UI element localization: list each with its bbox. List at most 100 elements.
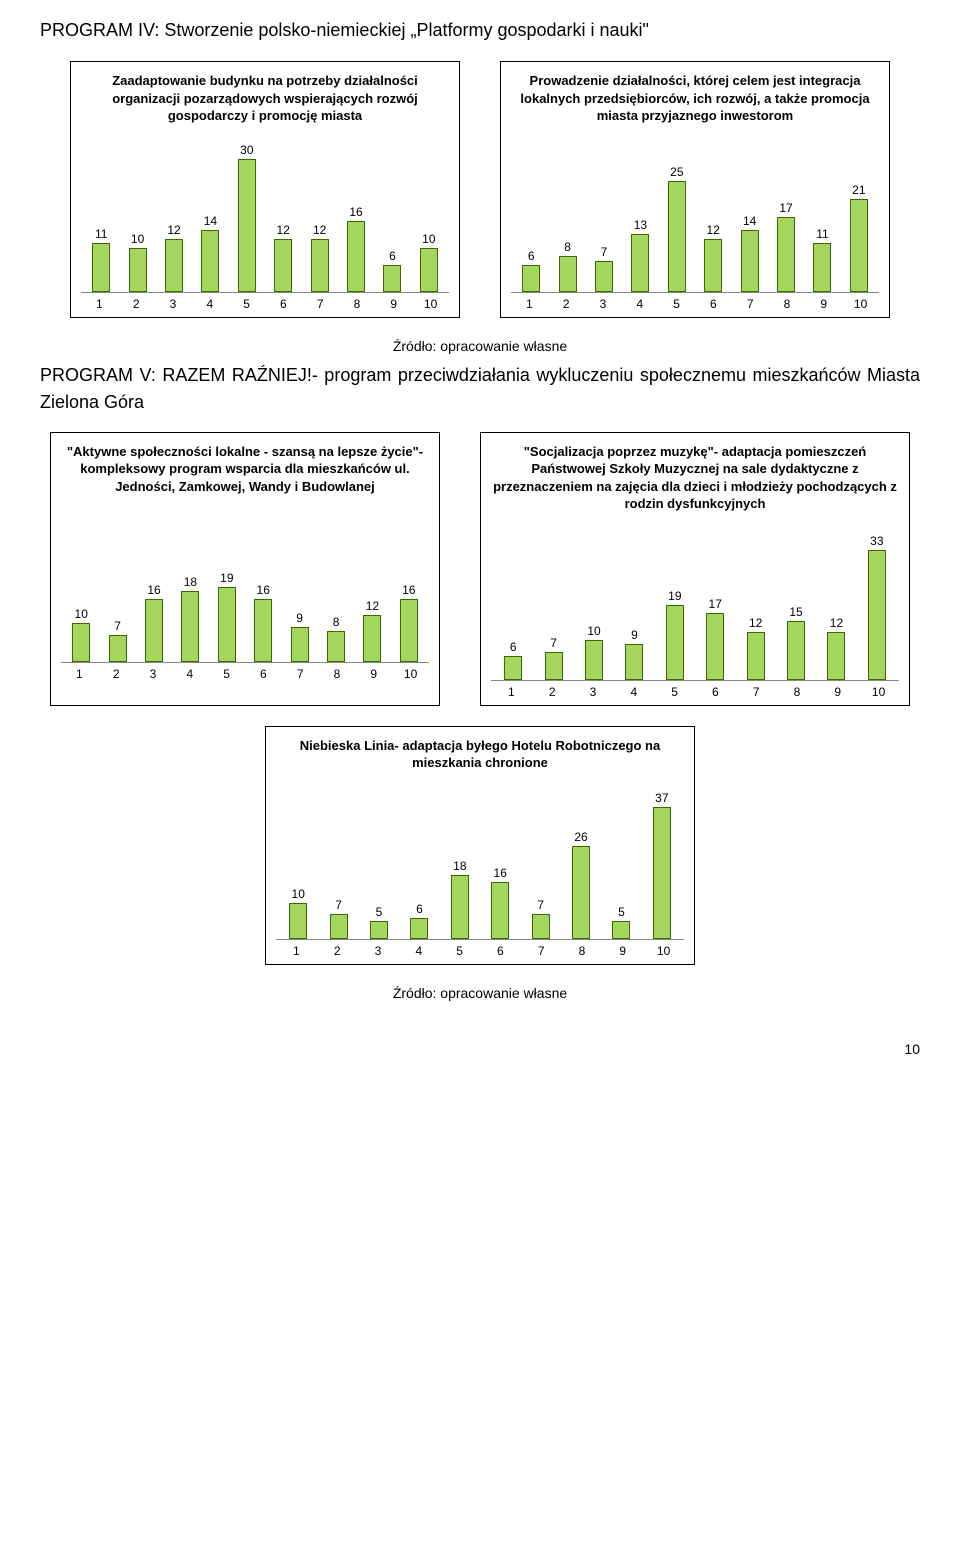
- bar-column: 14: [731, 214, 767, 292]
- bar-column: 5: [601, 905, 641, 939]
- bar: [777, 217, 795, 292]
- x-tick-label: 3: [135, 667, 172, 681]
- bar-value-label: 8: [564, 240, 571, 254]
- x-tick-label: 7: [302, 297, 339, 311]
- bar: [370, 921, 388, 939]
- bar: [868, 550, 886, 680]
- bar-column: 19: [209, 571, 245, 662]
- bar-column: 6: [513, 249, 549, 291]
- bar: [363, 615, 381, 662]
- page-title: PROGRAM IV: Stworzenie polsko-niemieckie…: [40, 20, 920, 41]
- bar-column: 12: [156, 223, 192, 292]
- bar: [274, 239, 292, 292]
- bar: [704, 239, 722, 292]
- bar: [129, 248, 147, 292]
- bar-column: 18: [440, 859, 480, 939]
- bar: [522, 265, 540, 291]
- bar-value-label: 19: [220, 571, 233, 585]
- bar: [653, 807, 671, 939]
- bar-column: 7: [318, 898, 358, 939]
- bar-column: 12: [354, 599, 390, 662]
- bar-value-label: 33: [870, 534, 883, 548]
- bar-column: 16: [136, 583, 172, 662]
- bar-column: 21: [841, 183, 877, 292]
- bar: [400, 599, 418, 662]
- bar-column: 16: [391, 583, 427, 662]
- bar-column: 16: [245, 583, 281, 662]
- x-tick-label: 2: [532, 685, 573, 699]
- bar-column: 11: [804, 227, 840, 292]
- x-tick-label: 3: [155, 297, 192, 311]
- bar-value-label: 16: [257, 583, 270, 597]
- bar-column: 16: [480, 866, 520, 939]
- bar-column: 12: [301, 223, 337, 292]
- bar-value-label: 12: [749, 616, 762, 630]
- bar-value-label: 18: [453, 859, 466, 873]
- bar: [165, 239, 183, 292]
- bar-column: 6: [374, 249, 410, 291]
- bar-value-label: 14: [743, 214, 756, 228]
- bar-value-label: 6: [528, 249, 535, 263]
- chart-area: 107561816726537: [276, 780, 684, 940]
- x-tick-label: 6: [245, 667, 282, 681]
- bar: [706, 613, 724, 680]
- bar-value-label: 18: [184, 575, 197, 589]
- bar: [545, 652, 563, 680]
- x-tick-label: 7: [282, 667, 319, 681]
- chart-4: "Socjalizacja poprzez muzykę"- adaptacja…: [480, 432, 910, 706]
- bar-value-label: 12: [366, 599, 379, 613]
- x-tick-label: 4: [398, 944, 439, 958]
- x-axis: 12345678910: [276, 940, 684, 958]
- bar: [181, 591, 199, 662]
- x-tick-label: 1: [81, 297, 118, 311]
- bar-column: 7: [586, 245, 622, 292]
- bar: [72, 623, 90, 662]
- bar-column: 12: [816, 616, 856, 679]
- x-tick-label: 1: [61, 667, 98, 681]
- bar: [330, 914, 348, 939]
- bar-value-label: 15: [789, 605, 802, 619]
- bar-column: 30: [229, 143, 265, 291]
- bar-value-label: 16: [349, 205, 362, 219]
- bar-column: 25: [659, 165, 695, 291]
- bar-column: 6: [399, 902, 439, 939]
- bar-value-label: 13: [634, 218, 647, 232]
- x-tick-label: 10: [842, 297, 879, 311]
- x-tick-label: 4: [171, 667, 208, 681]
- bar-column: 26: [561, 830, 601, 939]
- bar-value-label: 5: [376, 905, 383, 919]
- bar-value-label: 10: [587, 624, 600, 638]
- bar: [383, 265, 401, 291]
- bar-column: 19: [655, 589, 695, 680]
- bar-value-label: 6: [510, 640, 517, 654]
- bar-value-label: 6: [389, 249, 396, 263]
- bar: [585, 640, 603, 679]
- x-tick-label: 4: [621, 297, 658, 311]
- bar-value-label: 9: [296, 611, 303, 625]
- bar-column: 8: [318, 615, 354, 663]
- x-tick-label: 5: [654, 685, 695, 699]
- bar-column: 10: [119, 232, 155, 292]
- x-tick-label: 5: [439, 944, 480, 958]
- x-axis: 12345678910: [61, 663, 429, 681]
- x-axis: 12345678910: [511, 293, 879, 311]
- bar-value-label: 17: [779, 201, 792, 215]
- source-2: Źródło: opracowanie własne: [40, 985, 920, 1001]
- x-tick-label: 1: [491, 685, 532, 699]
- bar-value-label: 5: [618, 905, 625, 919]
- bar-column: 12: [735, 616, 775, 679]
- bar: [666, 605, 684, 680]
- row-2: "Aktywne społeczności lokalne - szansą n…: [40, 432, 920, 706]
- bar-value-label: 12: [167, 223, 180, 237]
- chart-area: 1110121430121216610: [81, 133, 449, 293]
- chart-area: 67109191712151233: [491, 521, 899, 681]
- bar: [741, 230, 759, 292]
- chart-title: Prowadzenie działalności, której celem j…: [511, 72, 879, 125]
- bar-value-label: 10: [131, 232, 144, 246]
- bar-value-label: 9: [631, 628, 638, 642]
- x-tick-label: 2: [548, 297, 585, 311]
- bar: [218, 587, 236, 662]
- bar-value-label: 12: [830, 616, 843, 630]
- x-tick-label: 6: [265, 297, 302, 311]
- x-tick-label: 8: [562, 944, 603, 958]
